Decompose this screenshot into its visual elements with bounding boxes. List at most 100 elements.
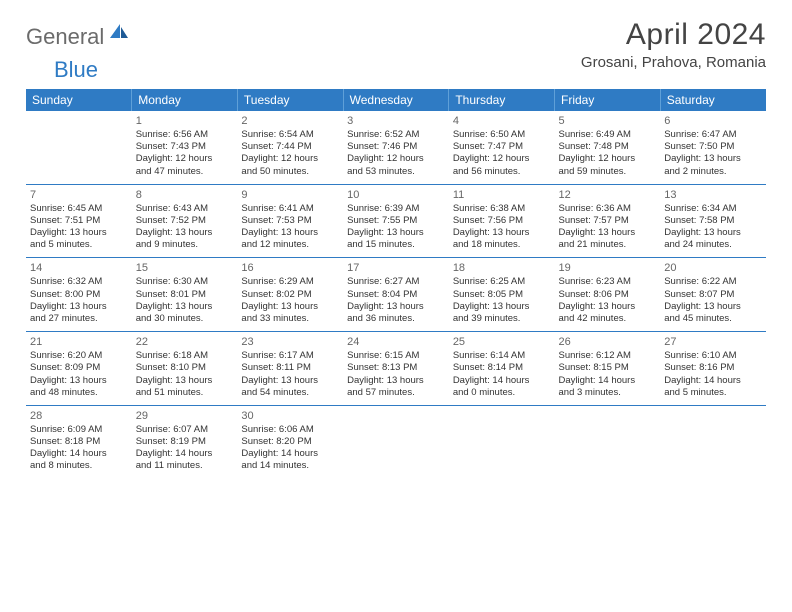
day-info-line: Sunrise: 6:54 AM	[241, 129, 339, 141]
day-info-line: and 14 minutes.	[241, 460, 339, 472]
day-info-line: Sunset: 7:52 PM	[136, 215, 234, 227]
day-info-line: and 27 minutes.	[30, 313, 128, 325]
day-info-line: Daylight: 13 hours	[664, 227, 762, 239]
calendar-week-row: 28Sunrise: 6:09 AMSunset: 8:18 PMDayligh…	[26, 405, 766, 478]
day-info-line: and 18 minutes.	[453, 239, 551, 251]
day-info-line: Sunrise: 6:32 AM	[30, 276, 128, 288]
day-info-line: and 59 minutes.	[559, 166, 657, 178]
day-number: 23	[241, 335, 339, 349]
calendar-day-cell: 20Sunrise: 6:22 AMSunset: 8:07 PMDayligh…	[660, 258, 766, 332]
calendar-day-cell: 15Sunrise: 6:30 AMSunset: 8:01 PMDayligh…	[132, 258, 238, 332]
day-info-line: Daylight: 12 hours	[453, 153, 551, 165]
day-info-line: Daylight: 13 hours	[136, 301, 234, 313]
day-info-line: and 11 minutes.	[136, 460, 234, 472]
day-info-line: and 33 minutes.	[241, 313, 339, 325]
day-number: 15	[136, 261, 234, 275]
day-number: 8	[136, 188, 234, 202]
day-number: 13	[664, 188, 762, 202]
day-number: 20	[664, 261, 762, 275]
calendar-day-cell: 16Sunrise: 6:29 AMSunset: 8:02 PMDayligh…	[237, 258, 343, 332]
day-info-line: and 50 minutes.	[241, 166, 339, 178]
title-block: April 2024 Grosani, Prahova, Romania	[581, 18, 766, 71]
day-number: 4	[453, 114, 551, 128]
day-number: 1	[136, 114, 234, 128]
day-info-line: Sunrise: 6:34 AM	[664, 203, 762, 215]
calendar-day-cell	[449, 405, 555, 478]
day-info-line: Daylight: 12 hours	[241, 153, 339, 165]
day-info-line: Sunrise: 6:17 AM	[241, 350, 339, 362]
day-info-line: Sunset: 7:51 PM	[30, 215, 128, 227]
day-info-line: Sunset: 7:57 PM	[559, 215, 657, 227]
sail-icon	[108, 22, 130, 40]
weekday-header: Wednesday	[343, 89, 449, 111]
day-info-line: Daylight: 13 hours	[136, 227, 234, 239]
day-info-line: and 0 minutes.	[453, 387, 551, 399]
day-info-line: and 36 minutes.	[347, 313, 445, 325]
day-number: 7	[30, 188, 128, 202]
day-info-line: and 5 minutes.	[664, 387, 762, 399]
day-info-line: and 9 minutes.	[136, 239, 234, 251]
day-info-line: Sunrise: 6:45 AM	[30, 203, 128, 215]
day-info-line: Daylight: 13 hours	[30, 227, 128, 239]
day-info-line: and 45 minutes.	[664, 313, 762, 325]
day-info-line: Sunrise: 6:20 AM	[30, 350, 128, 362]
day-info-line: Daylight: 13 hours	[664, 301, 762, 313]
location-text: Grosani, Prahova, Romania	[581, 54, 766, 71]
day-number: 6	[664, 114, 762, 128]
calendar-day-cell: 9Sunrise: 6:41 AMSunset: 7:53 PMDaylight…	[237, 184, 343, 258]
day-number: 11	[453, 188, 551, 202]
calendar-day-cell: 18Sunrise: 6:25 AMSunset: 8:05 PMDayligh…	[449, 258, 555, 332]
calendar-day-cell: 6Sunrise: 6:47 AMSunset: 7:50 PMDaylight…	[660, 111, 766, 184]
day-info-line: Sunset: 7:58 PM	[664, 215, 762, 227]
day-info-line: Sunrise: 6:52 AM	[347, 129, 445, 141]
day-info-line: Daylight: 13 hours	[30, 375, 128, 387]
day-info-line: Sunrise: 6:56 AM	[136, 129, 234, 141]
day-info-line: Daylight: 12 hours	[136, 153, 234, 165]
day-info-line: Daylight: 14 hours	[453, 375, 551, 387]
day-info-line: Daylight: 13 hours	[453, 301, 551, 313]
calendar-day-cell: 13Sunrise: 6:34 AMSunset: 7:58 PMDayligh…	[660, 184, 766, 258]
calendar-day-cell: 12Sunrise: 6:36 AMSunset: 7:57 PMDayligh…	[555, 184, 661, 258]
day-info-line: and 53 minutes.	[347, 166, 445, 178]
day-info-line: Sunrise: 6:25 AM	[453, 276, 551, 288]
day-info-line: and 42 minutes.	[559, 313, 657, 325]
day-info-line: and 48 minutes.	[30, 387, 128, 399]
day-info-line: Sunrise: 6:15 AM	[347, 350, 445, 362]
day-number: 19	[559, 261, 657, 275]
day-number: 16	[241, 261, 339, 275]
calendar-day-cell: 25Sunrise: 6:14 AMSunset: 8:14 PMDayligh…	[449, 332, 555, 406]
day-info-line: and 56 minutes.	[453, 166, 551, 178]
day-info-line: Daylight: 13 hours	[30, 301, 128, 313]
day-info-line: Sunset: 8:14 PM	[453, 362, 551, 374]
day-info-line: Sunset: 8:00 PM	[30, 289, 128, 301]
day-info-line: Sunset: 8:16 PM	[664, 362, 762, 374]
day-number: 10	[347, 188, 445, 202]
brand-word-2: Blue	[54, 57, 98, 83]
day-info-line: and 8 minutes.	[30, 460, 128, 472]
day-info-line: Sunrise: 6:14 AM	[453, 350, 551, 362]
day-info-line: Sunrise: 6:43 AM	[136, 203, 234, 215]
day-info-line: Sunset: 7:55 PM	[347, 215, 445, 227]
calendar-day-cell	[660, 405, 766, 478]
calendar-day-cell: 30Sunrise: 6:06 AMSunset: 8:20 PMDayligh…	[237, 405, 343, 478]
day-number: 17	[347, 261, 445, 275]
calendar-day-cell: 29Sunrise: 6:07 AMSunset: 8:19 PMDayligh…	[132, 405, 238, 478]
day-number: 3	[347, 114, 445, 128]
brand-word-1: General	[26, 24, 104, 50]
day-info-line: Daylight: 13 hours	[347, 227, 445, 239]
day-info-line: Daylight: 13 hours	[664, 153, 762, 165]
day-number: 9	[241, 188, 339, 202]
day-info-line: Sunset: 8:15 PM	[559, 362, 657, 374]
day-number: 22	[136, 335, 234, 349]
day-info-line: Sunset: 7:43 PM	[136, 141, 234, 153]
calendar-day-cell: 4Sunrise: 6:50 AMSunset: 7:47 PMDaylight…	[449, 111, 555, 184]
day-info-line: Daylight: 13 hours	[559, 301, 657, 313]
day-info-line: Sunset: 8:07 PM	[664, 289, 762, 301]
calendar-week-row: 1Sunrise: 6:56 AMSunset: 7:43 PMDaylight…	[26, 111, 766, 184]
calendar-day-cell: 14Sunrise: 6:32 AMSunset: 8:00 PMDayligh…	[26, 258, 132, 332]
day-info-line: Sunrise: 6:47 AM	[664, 129, 762, 141]
day-number: 24	[347, 335, 445, 349]
day-info-line: Sunrise: 6:38 AM	[453, 203, 551, 215]
calendar-day-cell: 7Sunrise: 6:45 AMSunset: 7:51 PMDaylight…	[26, 184, 132, 258]
day-info-line: Sunrise: 6:49 AM	[559, 129, 657, 141]
